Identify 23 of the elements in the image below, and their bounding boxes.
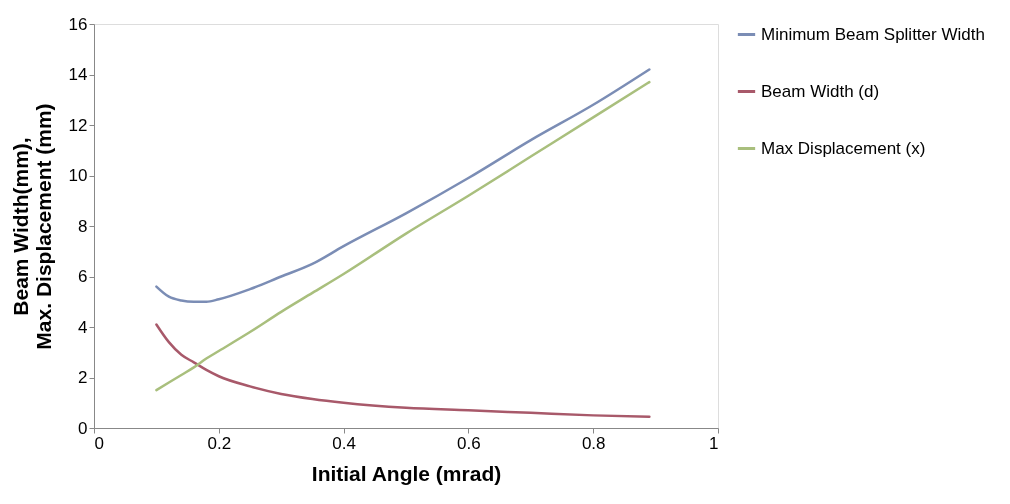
x-tick-label: 0.8 (581, 433, 606, 453)
line-series (155, 68, 651, 303)
y-tick-label: 8 (78, 216, 88, 236)
x-tick-label: 0.6 (457, 433, 481, 453)
legend-label: Beam Width (d) (761, 81, 880, 101)
y-tick-label: 2 (78, 368, 88, 387)
line-series (155, 80, 651, 392)
legend-label: Max Displacement (x) (761, 138, 926, 158)
y-tick-label: 12 (68, 115, 88, 135)
y-tick-label: 16 (68, 14, 88, 34)
y-tick-label: 14 (68, 65, 88, 84)
y-tick-label: 10 (68, 166, 88, 185)
legend-label: Minimum Beam Splitter Width (761, 24, 985, 44)
line-series (155, 323, 651, 418)
x-axis-title: Initial Angle (mrad) (311, 461, 502, 485)
y-tick-label: 6 (78, 267, 88, 286)
y-tick-label: 4 (78, 317, 88, 337)
x-tick-label: 0.4 (332, 433, 356, 453)
y-axis-title: Beam Width(mm), Max. Displacement (mm) (8, 103, 55, 350)
x-tick-label: 1 (709, 433, 719, 453)
x-tick-label: 0.2 (207, 433, 232, 453)
y-tick-label: 0 (78, 418, 88, 438)
x-tick-label: 0 (94, 433, 104, 453)
